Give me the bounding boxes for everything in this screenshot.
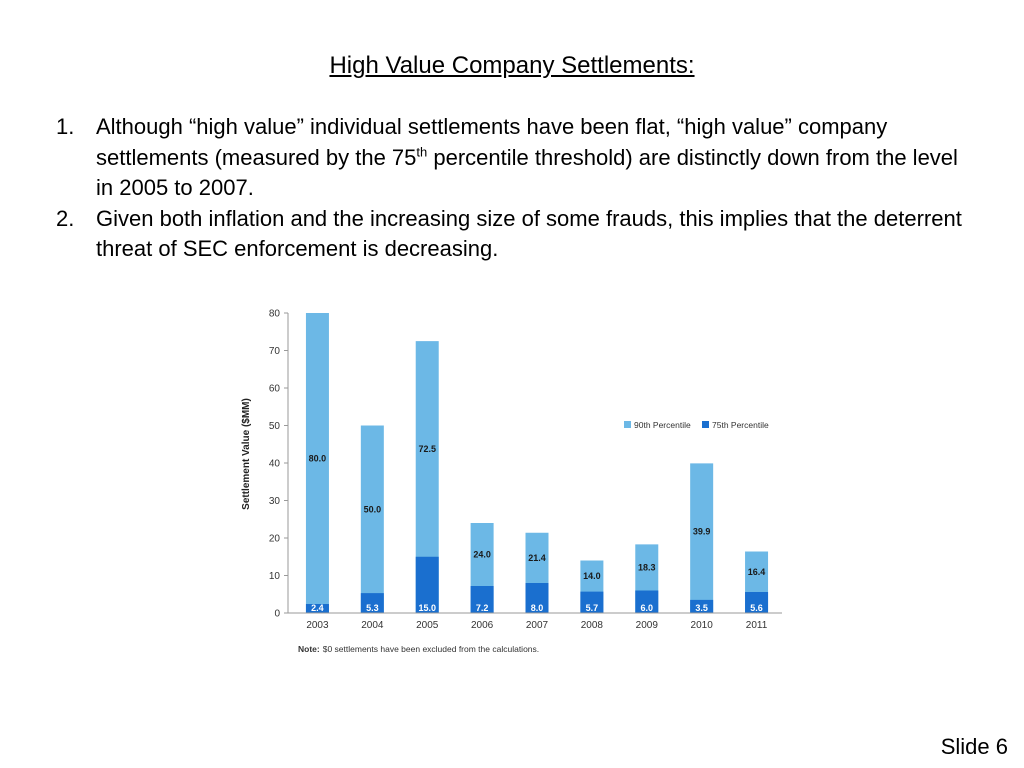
data-label-90th: 18.3 (638, 562, 656, 572)
settlement-bar-chart: 2.4 80.0 5.3 50.0 15.0 72.5 7.2 24.0 8.0 21.4 5.7 1… (241, 309, 782, 654)
y-tick-label: 0 (274, 609, 280, 620)
y-axis-label: Settlement Value ($MM) (241, 398, 252, 510)
x-tick-label: 2004 (361, 620, 384, 631)
data-label-90th: 72.5 (418, 444, 436, 454)
data-label-75th: 5.3 (366, 603, 379, 613)
bar-75th-percentile (745, 592, 769, 613)
x-tick-label: 2006 (471, 620, 494, 631)
x-tick-label: 2007 (526, 620, 549, 631)
point-text: Although “high value” individual settlem… (96, 114, 888, 170)
legend-label-90th: 90th Percentile (634, 420, 691, 430)
slide-number: Slide 6 (940, 734, 1008, 759)
data-label-90th: 50.0 (364, 504, 382, 514)
y-tick-label: 40 (269, 459, 281, 470)
data-label-75th: 15.0 (418, 603, 436, 613)
data-label-90th: 39.9 (693, 527, 711, 537)
list-item: 2. Given both inflation and the increasi… (56, 204, 976, 265)
bar-75th-percentile (415, 556, 439, 613)
y-tick-label: 20 (269, 534, 281, 545)
x-tick-label: 2009 (636, 620, 659, 631)
bullet-list: 1. Although “high value” individual sett… (56, 112, 976, 265)
x-tick-label: 2005 (416, 620, 439, 631)
slide-title: High Value Company Settlements: (329, 52, 695, 79)
x-tick-label: 2003 (306, 620, 329, 631)
bar-75th-percentile (470, 586, 494, 613)
x-tick-label: 2010 (691, 620, 714, 631)
data-label-75th: 5.7 (586, 603, 599, 613)
bar-75th-percentile (525, 583, 549, 613)
bar-75th-percentile (690, 599, 714, 613)
data-label-75th: 5.6 (750, 603, 763, 613)
bar-90th-percentile (415, 341, 439, 613)
list-number: 2. (56, 205, 75, 231)
bar-90th-percentile (360, 425, 384, 613)
data-label-75th: 2.4 (311, 603, 324, 613)
note-label: Note: (298, 644, 320, 654)
y-tick-label: 50 (269, 421, 281, 432)
bar-90th-percentile (305, 313, 329, 613)
y-tick-label: 70 (269, 346, 281, 357)
bar-75th-percentile (360, 593, 384, 613)
x-tick-label: 2008 (581, 620, 604, 631)
y-tick-label: 80 (269, 309, 281, 320)
data-label-75th: 3.5 (695, 603, 708, 613)
note-text: $0 settlements have been excluded from t… (323, 644, 539, 654)
legend-swatch-75th (702, 421, 709, 428)
bar-75th-percentile (580, 591, 604, 613)
bar-75th-percentile (305, 604, 329, 613)
bar-90th-percentile (690, 463, 714, 613)
data-label-90th: 14.0 (583, 571, 601, 581)
legend-swatch-90th (624, 421, 631, 428)
legend-label-75th: 75th Percentile (712, 420, 769, 430)
data-label-75th: 6.0 (641, 603, 654, 613)
y-tick-label: 30 (269, 496, 281, 507)
data-label-90th: 24.0 (473, 550, 491, 560)
data-label-90th: 21.4 (528, 553, 546, 563)
bar-75th-percentile (635, 590, 659, 613)
superscript-text: th (416, 144, 428, 160)
x-tick-label: 2011 (746, 620, 768, 631)
y-tick-label: 60 (269, 384, 281, 395)
data-label-75th: 7.2 (476, 603, 489, 613)
list-item: 1. Although “high value” individual sett… (56, 112, 976, 204)
point-text: Given both inflation and the increasing … (96, 205, 962, 262)
y-tick-label: 10 (269, 571, 281, 582)
data-label-75th: 8.0 (531, 603, 544, 613)
chart-note: Note: $0 settlements have been excluded f… (298, 644, 539, 654)
data-label-90th: 16.4 (748, 567, 766, 577)
data-label-90th: 80.0 (309, 454, 327, 464)
list-number: 1. (56, 114, 75, 139)
point-text-continued: percentile threshold) are distinctly dow… (96, 144, 958, 201)
